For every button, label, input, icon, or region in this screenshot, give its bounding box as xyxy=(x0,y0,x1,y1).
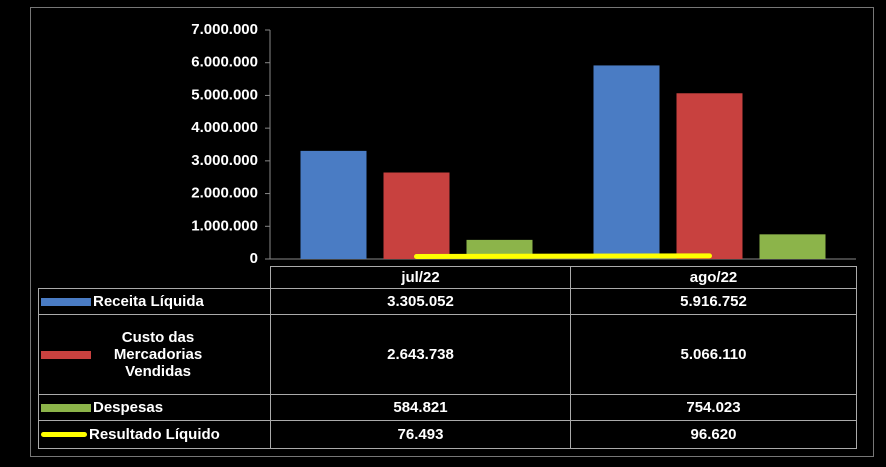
y-tick-label: 3.000.000 xyxy=(191,152,258,169)
blank-cell xyxy=(38,266,271,289)
bar xyxy=(300,150,367,259)
legend-cell: Despesas xyxy=(38,394,271,421)
data-row: Resultado Líquido 76.493 96.620 xyxy=(38,420,857,449)
data-row: Custo das Mercadorias Vendidas 2.643.738 5… xyxy=(38,314,857,395)
legend-swatch xyxy=(41,350,91,359)
legend-label: Despesas xyxy=(93,399,164,416)
bar xyxy=(759,234,826,259)
legend-swatch xyxy=(41,297,91,306)
category-header: jul/22 xyxy=(270,266,571,289)
value-cell: 584.821 xyxy=(270,394,571,421)
bar xyxy=(593,65,660,259)
data-row: Despesas 584.821 754.023 xyxy=(38,394,857,421)
category-header: ago/22 xyxy=(570,266,857,289)
bar xyxy=(676,93,743,259)
legend-cell: Receita Líquida xyxy=(38,288,271,315)
value-cell: 5.066.110 xyxy=(570,314,857,395)
y-tick-label: 7.000.000 xyxy=(191,21,258,38)
header-row: jul/22 ago/22 xyxy=(38,266,857,289)
legend-label: Resultado Líquido xyxy=(89,426,220,443)
legend-entry: Despesas xyxy=(41,399,268,416)
bar xyxy=(383,172,450,259)
value-cell: 754.023 xyxy=(570,394,857,421)
legend-swatch xyxy=(41,403,91,412)
legend-entry: Custo das Mercadorias Vendidas xyxy=(41,329,268,380)
legend-cell: Resultado Líquido xyxy=(38,420,271,449)
y-tick-label: 0 xyxy=(250,250,258,267)
y-tick-label: 2.000.000 xyxy=(191,185,258,202)
y-tick-label: 1.000.000 xyxy=(191,217,258,234)
legend-cell: Custo das Mercadorias Vendidas xyxy=(38,314,271,395)
legend-label: Receita Líquida xyxy=(93,293,204,310)
value-cell: 5.916.752 xyxy=(570,288,857,315)
value-cell: 2.643.738 xyxy=(270,314,571,395)
line-series xyxy=(414,253,712,259)
legend-entry: Resultado Líquido xyxy=(41,426,268,443)
chart-frame xyxy=(30,7,874,457)
value-cell: 76.493 xyxy=(270,420,571,449)
y-tick-label: 4.000.000 xyxy=(191,119,258,136)
data-table: jul/22 ago/22 Receita Líquida 3.305.052 5.91… xyxy=(38,266,857,449)
value-cell: 96.620 xyxy=(570,420,857,449)
value-cell: 3.305.052 xyxy=(270,288,571,315)
legend-label: Custo das Mercadorias Vendidas xyxy=(113,329,203,380)
y-tick-label: 6.000.000 xyxy=(191,54,258,71)
legend-entry: Receita Líquida xyxy=(41,293,268,310)
data-row: Receita Líquida 3.305.052 5.916.752 xyxy=(38,288,857,315)
legend-swatch xyxy=(41,432,87,437)
y-tick-label: 5.000.000 xyxy=(191,86,258,103)
